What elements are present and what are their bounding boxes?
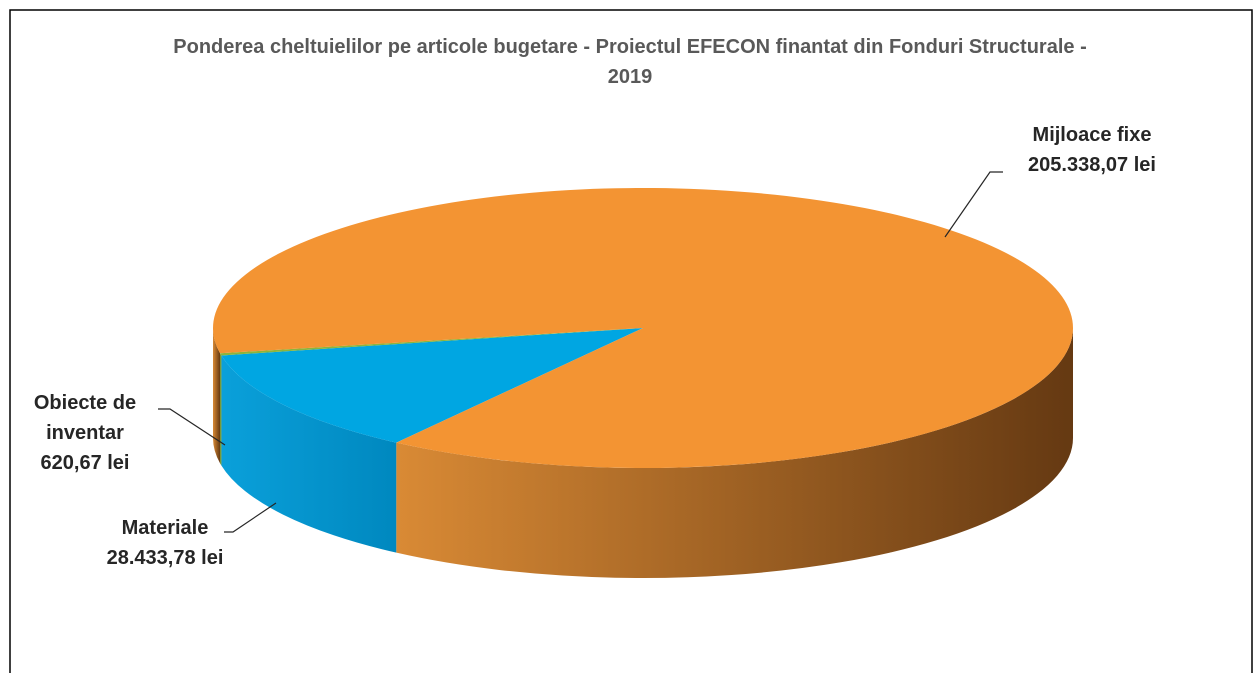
frame: [9, 9, 1253, 673]
slice-side: [213, 328, 221, 464]
leader-line: [158, 408, 226, 446]
category-label: Obiecte de inventar: [33, 392, 137, 444]
value-label: 620,67 lei: [40, 452, 130, 474]
slice-label: Materiale 28.433,78 lei: [75, 513, 255, 573]
slice-side: [396, 328, 1073, 578]
chart-title: Ponderea cheltuielilor pe articole buget…: [173, 36, 1087, 88]
slice: [220, 328, 644, 356]
slice-side: [220, 353, 222, 466]
leader-line: [224, 502, 277, 533]
value-label: 28.433,78 lei: [106, 547, 224, 569]
category-label: Materiale: [121, 517, 209, 539]
value-label: 205.338,07 lei: [1028, 154, 1156, 176]
slice: [213, 188, 1074, 469]
slice: [221, 328, 644, 443]
slice-label: Mijloace fixe 205.338,07 lei: [1002, 120, 1182, 180]
leader-line: [944, 171, 1003, 238]
slice-label: Obiecte de inventar 620,67 lei: [15, 388, 155, 478]
category-label: Mijloace fixe: [1032, 124, 1152, 146]
slice-side: [221, 355, 397, 553]
leaders: [158, 171, 1003, 533]
pie: [213, 188, 1074, 578]
